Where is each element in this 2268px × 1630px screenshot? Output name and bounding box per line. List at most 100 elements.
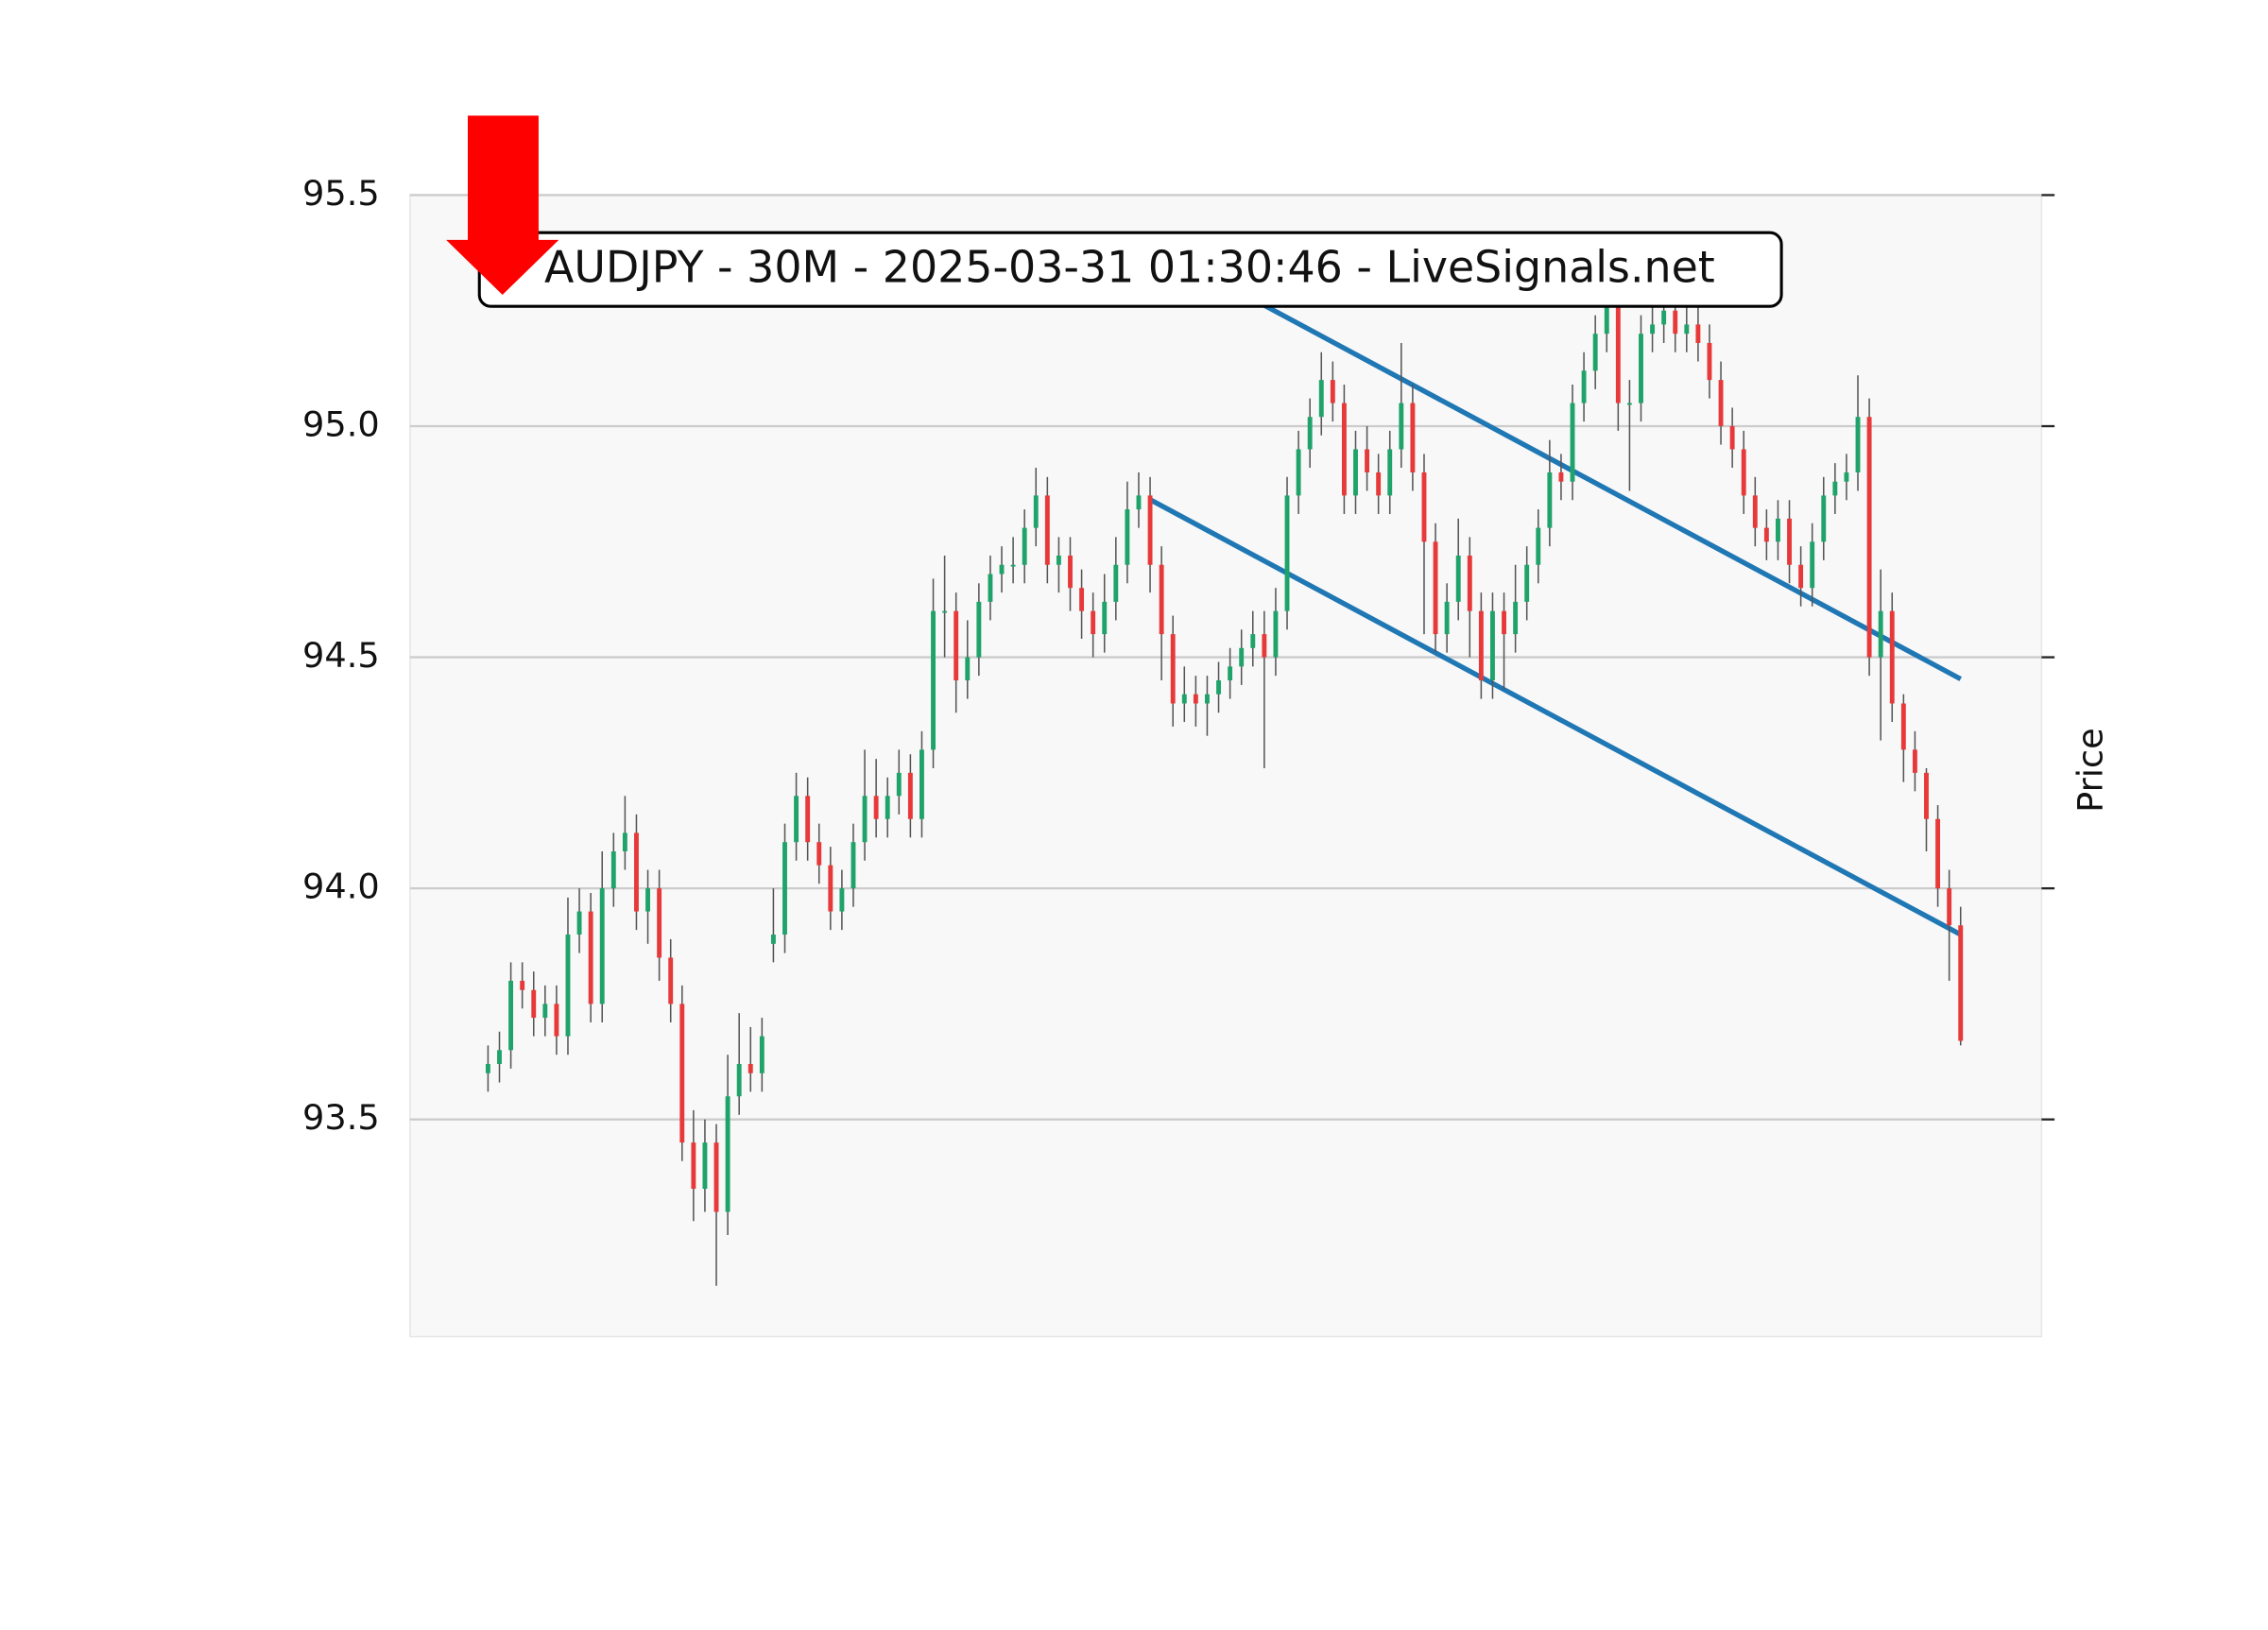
y-tick-label: 93.5 <box>302 1097 380 1138</box>
candle-body <box>1684 324 1690 335</box>
candle-body <box>1558 472 1564 482</box>
candle-body <box>1650 324 1656 335</box>
candle-body <box>1376 472 1382 496</box>
candle-body <box>1524 564 1530 602</box>
candle-body <box>1787 518 1792 565</box>
candle-body <box>782 842 787 935</box>
candle-body <box>497 1050 502 1064</box>
candles <box>485 268 1964 1286</box>
candle-body <box>828 865 833 912</box>
candle-body <box>1581 370 1587 403</box>
candle-body <box>976 601 982 658</box>
candle-body <box>1010 564 1016 567</box>
trendline <box>1148 241 1962 681</box>
candle-body <box>850 842 856 889</box>
candle-body <box>668 957 674 1004</box>
candle-body <box>1159 564 1164 635</box>
candle-body <box>725 1096 730 1212</box>
candle-body <box>565 935 571 1037</box>
candle-body <box>919 749 924 819</box>
chart-title: AUDJPY - 30M - 2025-03-31 01:30:46 - Liv… <box>544 241 1715 292</box>
candle-body <box>1455 555 1461 602</box>
candle-body <box>1661 310 1667 325</box>
candle-body <box>1776 518 1780 542</box>
candle-body <box>1467 555 1472 611</box>
candle-body <box>1513 601 1519 635</box>
candle-body <box>1900 703 1906 750</box>
candle-body <box>1798 564 1804 589</box>
candle-body <box>610 850 616 889</box>
y-tick-label: 94.5 <box>302 635 380 676</box>
candle-body <box>1410 403 1416 472</box>
candle-body <box>873 796 879 819</box>
candle-body <box>1216 680 1221 695</box>
candle-body <box>770 935 776 944</box>
candle-body <box>907 772 913 819</box>
candle-body <box>508 980 514 1051</box>
candle-body <box>702 1142 708 1190</box>
candle-body <box>1695 324 1701 343</box>
candle-body <box>1113 564 1119 602</box>
candle-body <box>1181 694 1187 704</box>
candle-body <box>1763 527 1769 542</box>
y-tick-label: 94.0 <box>302 866 380 907</box>
candle-body <box>1547 472 1553 528</box>
candle-body <box>713 1142 719 1212</box>
candle-body <box>1855 417 1861 472</box>
candle-body <box>1330 380 1335 403</box>
candle-body <box>1044 495 1050 565</box>
candle-body <box>931 610 936 750</box>
candle-body <box>1536 527 1541 565</box>
candle-body <box>885 796 890 819</box>
candle-body <box>1091 610 1096 635</box>
candle-body <box>1718 380 1724 427</box>
candle-body <box>1832 481 1838 496</box>
candle-body <box>1626 403 1632 405</box>
candle-body <box>1741 449 1746 496</box>
candle-body <box>588 911 593 1004</box>
candle-body <box>988 574 993 602</box>
candle-body <box>634 832 639 912</box>
candle-body <box>747 1063 753 1073</box>
candle-body <box>1844 472 1849 482</box>
candle-body <box>520 980 525 990</box>
candle-body <box>1444 601 1450 635</box>
candle-body <box>1250 634 1256 648</box>
candle-body <box>1810 541 1815 589</box>
candle-body <box>999 564 1005 575</box>
candle-body <box>576 911 582 935</box>
candle-body <box>1193 694 1198 704</box>
candle-body <box>1102 601 1108 635</box>
candle-body <box>1136 495 1142 510</box>
candle-body <box>805 796 811 843</box>
candle-body <box>1228 666 1233 681</box>
candle-body <box>862 796 868 843</box>
candle-body <box>531 989 537 1019</box>
candle-body <box>1205 694 1210 704</box>
candle-body <box>1296 449 1301 496</box>
candle-body <box>759 1036 765 1073</box>
candle-body <box>736 1063 742 1097</box>
candle-body <box>1707 342 1712 381</box>
candle-body <box>1570 403 1575 482</box>
candle-body <box>1935 818 1941 889</box>
y-tick-label: 95.0 <box>302 404 380 445</box>
candle-body <box>1615 287 1621 403</box>
candle-body <box>1478 610 1484 681</box>
candle-body <box>645 888 650 912</box>
sell-arrow <box>446 115 559 295</box>
candle-body <box>1341 403 1347 496</box>
candle-body <box>794 796 799 843</box>
candle-body <box>896 772 902 797</box>
candle-body <box>1821 495 1827 542</box>
candle-body <box>657 888 662 958</box>
candle-body <box>1056 555 1061 565</box>
candle-body <box>1262 634 1267 658</box>
candle-body <box>816 842 822 866</box>
candle-body <box>1079 588 1085 611</box>
candle-body <box>1752 495 1758 528</box>
candle-body <box>1170 634 1176 704</box>
candle-body <box>1604 287 1609 335</box>
candle-body <box>485 1063 490 1073</box>
